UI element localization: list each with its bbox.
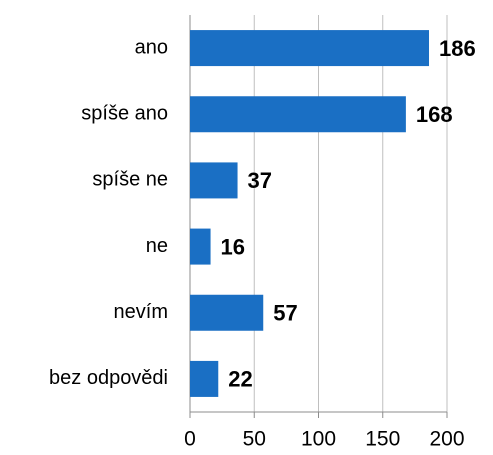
bar: [190, 162, 238, 199]
y-tick-label: ne: [146, 235, 168, 257]
value-label: 168: [416, 102, 453, 127]
bar: [190, 294, 264, 331]
value-label: 57: [273, 301, 297, 326]
x-tick-label: 0: [184, 428, 196, 451]
x-tick-label: 100: [301, 428, 336, 451]
bar: [190, 360, 219, 397]
bar: [190, 228, 211, 265]
y-tick-label: nevím: [114, 301, 168, 323]
x-tick-label: 150: [365, 428, 400, 451]
x-tick-label: 50: [243, 428, 266, 451]
value-label: 186: [439, 36, 476, 61]
value-label: 16: [221, 234, 245, 259]
value-label: 22: [228, 367, 252, 392]
bar: [190, 96, 406, 133]
y-tick-label: spíše ne: [92, 169, 168, 191]
y-tick-label: ano: [135, 36, 168, 58]
y-tick-label: bez odpovědi: [49, 367, 168, 389]
bar: [190, 30, 430, 67]
y-tick-label: spíše ano: [81, 103, 168, 125]
value-label: 37: [248, 168, 272, 193]
x-tick-label: 200: [429, 428, 464, 451]
